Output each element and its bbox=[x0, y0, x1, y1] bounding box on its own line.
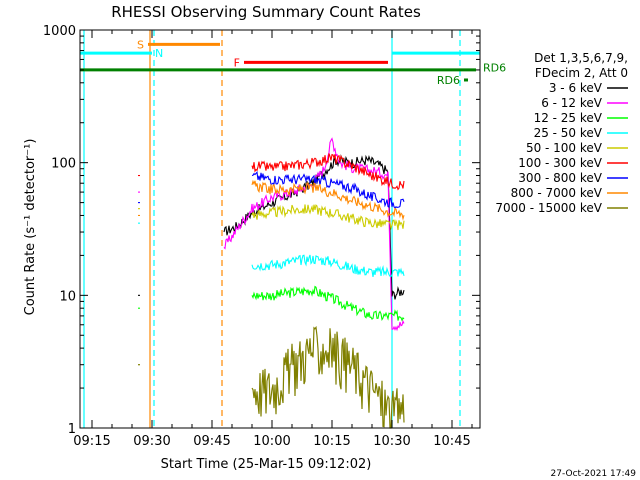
series-4 bbox=[138, 204, 405, 231]
legend-label-7: 800 - 7000 keV bbox=[511, 186, 603, 200]
legend-header-line-2: FDecim 2, Att 0 bbox=[535, 66, 628, 80]
legend-label-0: 3 - 6 keV bbox=[549, 81, 603, 95]
x-tick-label-3: 10:00 bbox=[253, 434, 290, 449]
series-trace-2-2 bbox=[251, 285, 405, 322]
series-3 bbox=[138, 222, 405, 277]
mode-label-3: F bbox=[234, 56, 240, 69]
series-trace-4-2 bbox=[251, 204, 405, 231]
mode-label-5: RD6 bbox=[437, 74, 460, 87]
series-trace-3-2 bbox=[251, 254, 405, 277]
legend-header-line-1: Det 1,3,5,6,7,9, bbox=[534, 51, 628, 65]
series-5 bbox=[138, 153, 405, 191]
legend-label-1: 6 - 12 keV bbox=[541, 96, 603, 110]
x-tick-label-1: 09:30 bbox=[133, 434, 170, 449]
y-tick-label-0: 1 bbox=[68, 422, 76, 437]
legend-label-6: 300 - 800 keV bbox=[518, 171, 602, 185]
y-tick-label-1: 10 bbox=[59, 289, 76, 304]
mode-label-6: RD6 bbox=[483, 62, 506, 75]
mode-label-0: S bbox=[137, 38, 144, 51]
legend-label-4: 50 - 100 keV bbox=[526, 141, 603, 155]
y-axis-label: Count Rate (s⁻¹ detector⁻¹) bbox=[23, 139, 38, 316]
x-tick-label-6: 10:45 bbox=[433, 434, 470, 449]
mode-label-1: N bbox=[155, 47, 163, 60]
legend-label-3: 25 - 50 keV bbox=[534, 126, 603, 140]
legend-label-8: 7000 - 15000 keV bbox=[495, 201, 602, 215]
legend-label-2: 12 - 25 keV bbox=[534, 111, 603, 125]
series-0 bbox=[138, 154, 405, 300]
series-2 bbox=[138, 285, 405, 322]
series-trace-1-1 bbox=[223, 137, 405, 332]
x-axis-label: Start Time (25-Mar-15 09:12:02) bbox=[161, 457, 372, 472]
y-tick-label-2: 100 bbox=[51, 157, 76, 172]
x-tick-label-0: 09:15 bbox=[73, 434, 110, 449]
series-trace-7-2 bbox=[251, 179, 405, 221]
x-tick-label-2: 09:45 bbox=[193, 434, 230, 449]
series-trace-5-2 bbox=[251, 153, 405, 191]
plot-area: SN F RD6 RD6 bbox=[80, 30, 506, 429]
y-tick-label-3: 1000 bbox=[43, 24, 76, 39]
series-7 bbox=[138, 179, 405, 221]
axes-frame bbox=[79, 29, 481, 429]
x-tick-label-5: 10:30 bbox=[373, 434, 410, 449]
axes: 1 10 100 1000 09:15 09:30 09:45 10:00 10:15 10:30… bbox=[43, 24, 481, 449]
x-tick-label-4: 10:15 bbox=[313, 434, 350, 449]
legend: Det 1,3,5,6,7,9, FDecim 2, Att 0 3 - 6 k… bbox=[495, 51, 628, 215]
series-trace-6-2 bbox=[251, 170, 405, 210]
footer-timestamp: 27-Oct-2021 17:49 bbox=[551, 469, 637, 479]
chart-title: RHESSI Observing Summary Count Rates bbox=[111, 3, 421, 21]
series-trace-8-2 bbox=[251, 325, 405, 429]
series-6 bbox=[138, 170, 405, 210]
series-8 bbox=[138, 325, 405, 429]
legend-label-5: 100 - 300 keV bbox=[518, 156, 602, 170]
